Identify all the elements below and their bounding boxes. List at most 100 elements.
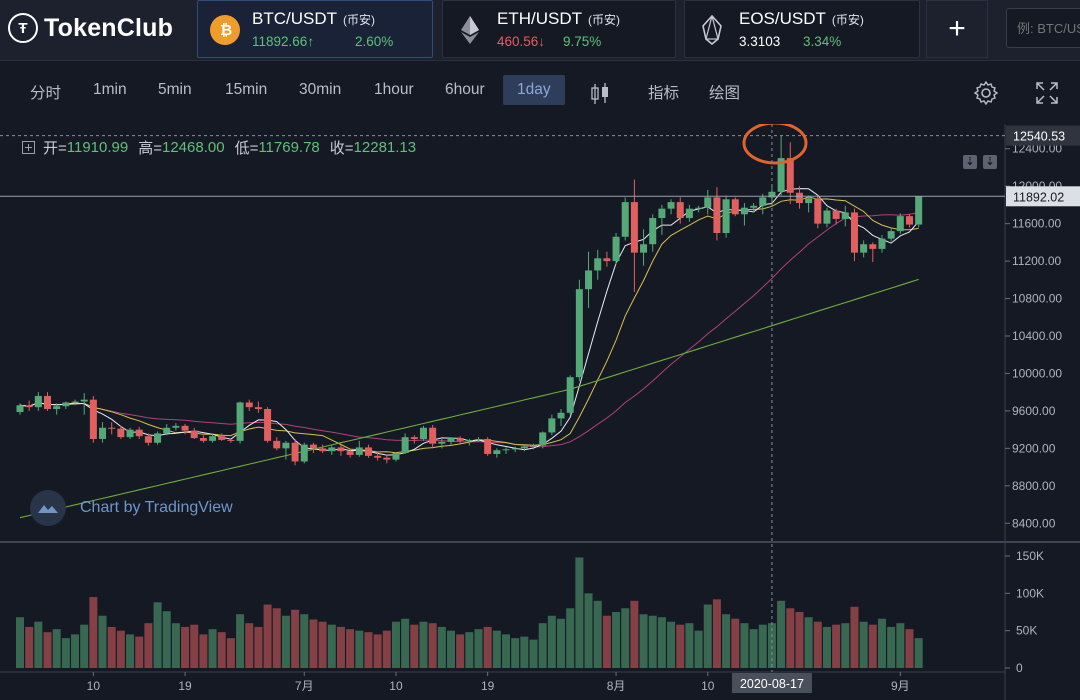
candle-body [722,199,730,233]
volume-bar [181,626,190,668]
volume-bar [401,618,410,668]
volume-bar [529,639,538,668]
candle-body [814,198,822,224]
ma-200-line [19,278,919,519]
open-value: 11910.99 [66,139,129,156]
collapse-legend-icon[interactable] [22,141,35,154]
scroll-down-icon[interactable]: ⇣ [963,155,977,169]
volume-bar [116,630,125,668]
indicators-button[interactable]: 指标 [648,85,680,102]
tradingview-watermark[interactable]: Chart by TradingView [30,490,233,526]
candle-body [181,425,189,431]
candle-body [44,395,52,410]
ticker-pair: ETH/USDT [497,9,582,28]
volume-bar [43,632,52,668]
volume-bar [272,608,281,668]
time-tick-label: 19 [178,679,192,693]
candle-body [887,231,895,239]
timeframe-tab[interactable]: 6hour [445,81,485,98]
crosshair-date-box [731,673,812,693]
svg-text:₿: ₿ [220,22,232,39]
candle-body [878,238,886,249]
volume-bar [171,623,180,668]
brand[interactable]: Ŧ TokenClub [8,8,173,48]
volume-bar [245,623,254,668]
volume-bar [712,599,721,668]
candle-body [99,427,107,439]
volume-bar [685,623,694,668]
candle-body [896,216,904,232]
volume-bar [135,636,144,668]
candle-body [401,437,409,454]
candle-body [309,444,317,449]
volume-bar [914,638,923,668]
ticker-btc-usdt[interactable]: ₿ BTC/USDT (币安) 11892.66↑ 2.60% [197,0,433,58]
volume-bar [841,623,850,668]
candle-body [163,427,171,434]
candle-body [374,455,382,458]
timeframe-tab-active[interactable]: 1day [503,75,565,105]
volume-bar [446,630,455,668]
volume-bar [80,624,89,668]
timeframe-tab[interactable]: 1hour [374,81,414,98]
ticker-change: 2.60% [355,34,394,49]
candle-body [612,236,620,262]
timeframe-tab[interactable]: 5min [158,81,192,98]
candle-body [850,212,858,253]
candle-body [34,395,42,408]
chart-grid [0,124,1080,700]
candle-body [273,440,281,449]
ticker-change: 9.75% [563,34,602,49]
volume-bar [621,608,630,668]
candlestick-type-icon[interactable] [589,82,611,111]
volume-bar [511,638,520,668]
candlesticks [16,135,923,466]
volume-bar [648,615,657,668]
volume-tick-label: 100K [1016,586,1044,600]
ticker-eos-usdt[interactable]: EOS/USDT (币安) 3.3103 3.34% [684,0,920,58]
arrow-up-icon: ↑ [307,34,315,49]
volume-bar [34,621,43,668]
gear-icon[interactable] [973,80,999,111]
candle-body [768,191,776,198]
price-marker-label: 12540.53 [1013,130,1065,144]
timeframe-tab[interactable]: 30min [299,81,342,98]
close-value: 12281.13 [353,139,417,156]
volume-bar [868,624,877,668]
volume-bar [98,615,107,668]
candle-body [530,445,538,447]
timeframe-tab[interactable]: 1min [93,81,127,98]
crosshair-date-label: 2020-08-17 [740,677,804,691]
candle-body [649,218,657,245]
volume-bar [630,600,639,668]
ticker-eth-usdt[interactable]: ETH/USDT (币安) 460.56↓ 9.75% [442,0,676,58]
volume-bar [492,630,501,668]
search-input[interactable] [1006,8,1080,48]
volume-bar [896,623,905,668]
candle-body [777,158,785,192]
candle-body [484,439,492,454]
ticker-exchange: (币安) [588,13,620,27]
candle-body [869,244,877,249]
candle-body [860,244,868,253]
candle-body [915,196,923,225]
candle-body [750,205,758,208]
timeframe-tab[interactable]: 15min [225,81,268,98]
candle-body [328,447,336,452]
fullscreen-icon[interactable] [1035,81,1059,110]
ticker-pair: BTC/USDT [252,9,337,28]
volume-bar [226,638,235,668]
price-chart[interactable]: 8400.00 8800.00 9200.00 9600.00 10000.00 1040… [0,124,1080,700]
add-ticker-button[interactable]: + [926,0,988,58]
volume-bar [767,623,776,668]
volume-bar [483,626,492,668]
scroll-down-end-icon[interactable]: ⇣ [983,155,997,169]
drawing-button[interactable]: 绘图 [709,85,741,102]
volume-bar [602,615,611,668]
ohlc-legend: 开= 11910.99 高= 12468.00 低= 11769.78 收= 12281… [22,137,426,158]
timeframe-tab[interactable]: 分时 [30,85,62,102]
candle-body [254,407,262,410]
volume-bar [107,626,116,668]
price-tick-label: 8800.00 [1012,479,1056,493]
candle-body [154,433,162,443]
